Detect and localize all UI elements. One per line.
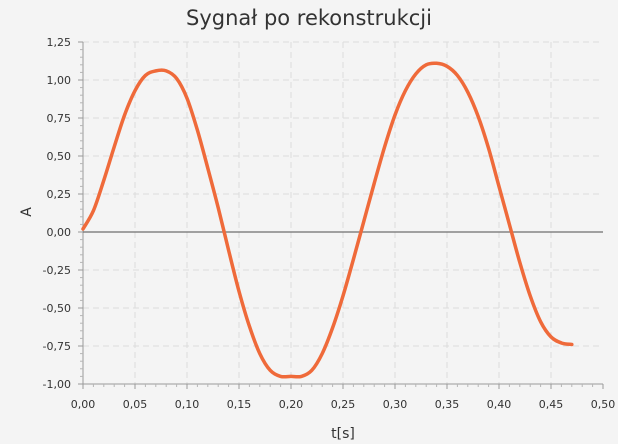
grid bbox=[83, 41, 603, 384]
x-tick-label: 0,30 bbox=[383, 398, 408, 411]
y-tick-label: -0,50 bbox=[43, 302, 71, 315]
y-tick-label: 1,00 bbox=[47, 74, 72, 87]
y-tick-label: -0,75 bbox=[43, 340, 71, 353]
x-tick-label: 0,20 bbox=[279, 398, 304, 411]
y-tick-label: 0,50 bbox=[47, 150, 72, 163]
x-tick-label: 0,00 bbox=[71, 398, 96, 411]
y-tick-label: 0,00 bbox=[47, 226, 72, 239]
y-tick-label: 0,25 bbox=[47, 188, 72, 201]
chart-title: Sygnał po rekonstrukcji bbox=[186, 6, 432, 30]
x-tick-label: 0,05 bbox=[123, 398, 148, 411]
x-tick-label: 0,25 bbox=[331, 398, 356, 411]
y-tick-label: -1,00 bbox=[43, 378, 71, 391]
y-axis-label: A bbox=[19, 207, 35, 217]
series-line bbox=[81, 61, 574, 379]
x-tick-label: 0,50 bbox=[591, 398, 616, 411]
y-tick-label: 0,75 bbox=[47, 112, 72, 125]
x-tick-label: 0,35 bbox=[435, 398, 460, 411]
y-tick-label: -0,25 bbox=[43, 264, 71, 277]
x-axis-label: t[s] bbox=[331, 426, 355, 442]
series-group bbox=[81, 61, 574, 379]
x-tick-label: 0,40 bbox=[487, 398, 512, 411]
x-tick-label: 0,15 bbox=[227, 398, 252, 411]
x-tick-label: 0,45 bbox=[539, 398, 564, 411]
ticks: 0,00 0,05 0,10 0,15 0,20 0,25 0,30 0,35 0,40 0,45… bbox=[43, 36, 616, 411]
y-tick-label: 1,25 bbox=[47, 36, 72, 49]
x-tick-label: 0,10 bbox=[175, 398, 200, 411]
